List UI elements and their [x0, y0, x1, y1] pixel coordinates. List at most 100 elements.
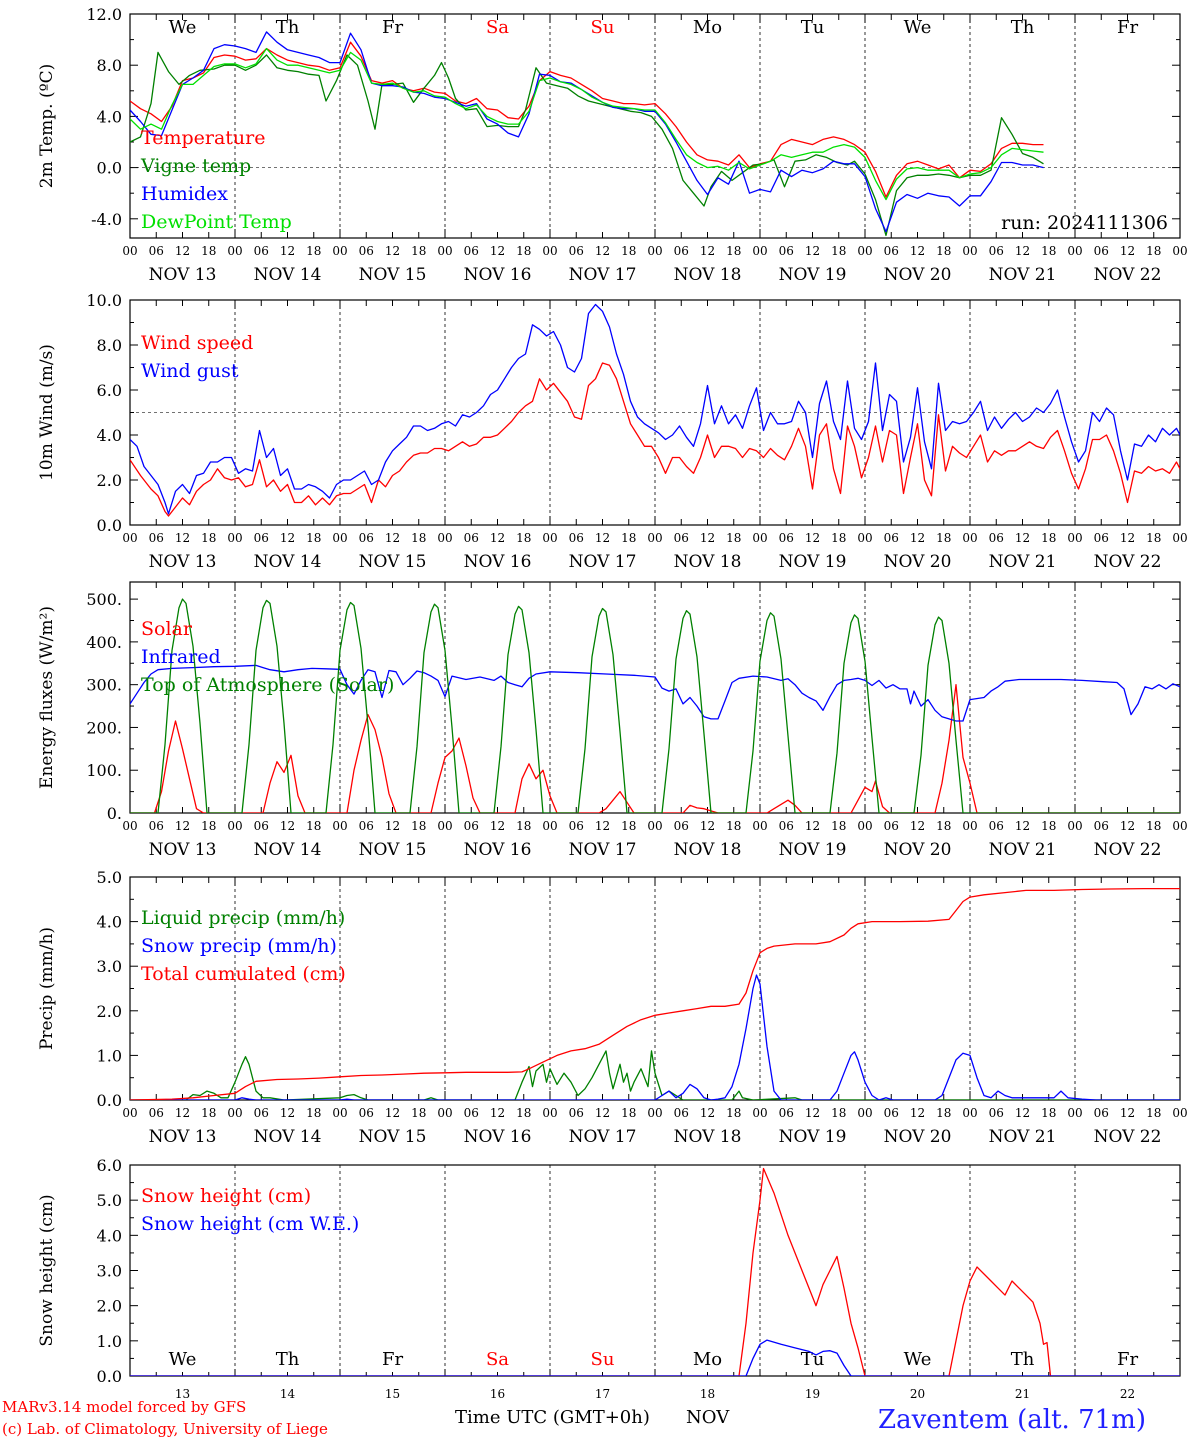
x-hour-label: 00: [122, 244, 137, 258]
x-hour-label: 18: [936, 244, 951, 258]
x-hour-label: 12: [700, 1106, 715, 1120]
x-hour-label: 06: [359, 819, 374, 833]
month-label: NOV: [686, 1407, 730, 1428]
x-hour-label: 18: [201, 531, 216, 545]
x-hour-label: 18: [621, 819, 636, 833]
x-hour-label: 00: [857, 1106, 872, 1120]
x-hour-label: 00: [227, 531, 242, 545]
x-hour-label: 06: [779, 819, 794, 833]
run-annotation: run: 2024111306: [1001, 212, 1168, 234]
x-hour-label: 18: [831, 819, 846, 833]
x-hour-label: 06: [674, 531, 689, 545]
day-of-week-label: We: [169, 1349, 197, 1370]
x-hour-label: 18: [831, 1106, 846, 1120]
x-hour-label: 12: [175, 1106, 190, 1120]
series-top-of-atmosphere-solar-: [130, 598, 1180, 813]
x-hour-label: 18: [1041, 1106, 1056, 1120]
x-hour-label: 12: [175, 819, 190, 833]
y-tick-label: 0.0: [97, 516, 122, 535]
x-hour-label: 06: [254, 819, 269, 833]
y-tick-label: 4.0: [97, 1226, 122, 1245]
x-hour-label: 12: [910, 531, 925, 545]
panel-4: 5.0 4.0 3.0 2.0 1.0 0.0 Precip (mm/h) 00 06 12 18 0…: [37, 868, 1188, 1147]
series-snow-precip-mm-h-: [130, 974, 1180, 1100]
x-hour-label: 00: [752, 1106, 767, 1120]
x-hour-label: 06: [464, 531, 479, 545]
x-date-label: NOV 17: [569, 1127, 637, 1147]
x-hour-label: 06: [569, 819, 584, 833]
x-hour-label: 06: [674, 244, 689, 258]
day-of-week-label: Sa: [486, 17, 509, 38]
x-hour-label: 18: [306, 819, 321, 833]
x-hour-label: 12: [805, 531, 820, 545]
x-hour-label: 06: [464, 1106, 479, 1120]
y-tick-label: 0.0: [97, 159, 122, 178]
legend-entry: Total cumulated (cm): [141, 963, 346, 985]
x-date-label: NOV 16: [464, 840, 532, 860]
series-liquid-precip-mm-h-: [130, 1050, 1180, 1100]
x-hour-label: 12: [805, 1106, 820, 1120]
x-date-label: NOV 21: [989, 840, 1057, 860]
x-hour-label: 06: [149, 531, 164, 545]
x-hour-label: 06: [569, 531, 584, 545]
x-hour-label: 00: [122, 1106, 137, 1120]
x-date-label: NOV 19: [779, 552, 847, 572]
credit-line-2: (c) Lab. of Climatology, University of L…: [2, 1420, 328, 1438]
x-hour-label: 00: [227, 244, 242, 258]
y-tick-label: 3.0: [97, 1262, 122, 1281]
y-tick-label: 0.0: [97, 1367, 122, 1386]
x-date-label: NOV 19: [779, 840, 847, 860]
x-date-label: NOV 13: [149, 1127, 217, 1147]
y-tick-label: 100.: [86, 761, 122, 780]
x-hour-label: 18: [936, 531, 951, 545]
x-date-label: NOV 14: [254, 840, 322, 860]
x-date-label: NOV 18: [674, 552, 742, 572]
legend-entry: Humidex: [141, 183, 228, 205]
x-hour-label: 06: [254, 531, 269, 545]
x-day-number: 15: [385, 1387, 400, 1401]
x-hour-label: 06: [674, 1106, 689, 1120]
legend-entry: Liquid precip (mm/h): [141, 907, 345, 929]
series-infrared: [130, 664, 1180, 722]
x-hour-label: 06: [569, 244, 584, 258]
x-hour-label: 06: [1094, 1106, 1109, 1120]
series-dewpoint-temp: [130, 47, 1044, 201]
y-tick-label: 3.0: [97, 957, 122, 976]
x-hour-label: 18: [726, 1106, 741, 1120]
x-day-number: 18: [700, 1387, 715, 1401]
x-hour-label: 06: [884, 1106, 899, 1120]
x-hour-label: 12: [175, 244, 190, 258]
y-tick-label: 8.0: [97, 336, 122, 355]
x-hour-label: 12: [805, 819, 820, 833]
x-date-label: NOV 22: [1094, 265, 1162, 285]
x-hour-label: 00: [647, 531, 662, 545]
x-hour-label: 06: [254, 1106, 269, 1120]
x-date-label: NOV 14: [254, 1127, 322, 1147]
x-date-label: NOV 21: [989, 1127, 1057, 1147]
x-hour-label: 00: [332, 1106, 347, 1120]
x-hour-label: 00: [542, 819, 557, 833]
x-hour-label: 18: [516, 1106, 531, 1120]
x-date-label: NOV 20: [884, 1127, 952, 1147]
plot-frame: [129, 13, 1181, 239]
x-hour-label: 06: [464, 819, 479, 833]
legend-entry: Top of Atmosphere (Solar): [141, 674, 394, 696]
day-of-week-label: Fr: [1117, 1349, 1138, 1370]
y-tick-label: 4.0: [97, 107, 122, 126]
x-hour-label: 06: [1094, 244, 1109, 258]
x-hour-label: 00: [1067, 819, 1082, 833]
x-hour-label: 12: [805, 244, 820, 258]
day-of-week-label: Fr: [1117, 17, 1138, 38]
x-hour-label: 00: [437, 1106, 452, 1120]
x-hour-label: 12: [595, 819, 610, 833]
x-date-label: NOV 14: [254, 265, 322, 285]
legend-entry: Temperature: [141, 127, 265, 149]
x-hour-label: 12: [1015, 1106, 1030, 1120]
x-hour-label: 00: [962, 531, 977, 545]
day-of-week-label: We: [904, 17, 932, 38]
x-hour-label: 00: [1172, 1106, 1187, 1120]
x-hour-label: 00: [1172, 244, 1187, 258]
legend-entry: Snow precip (mm/h): [141, 935, 337, 957]
x-day-number: 21: [1015, 1387, 1030, 1401]
legend-entry: Vigne temp: [140, 155, 251, 177]
